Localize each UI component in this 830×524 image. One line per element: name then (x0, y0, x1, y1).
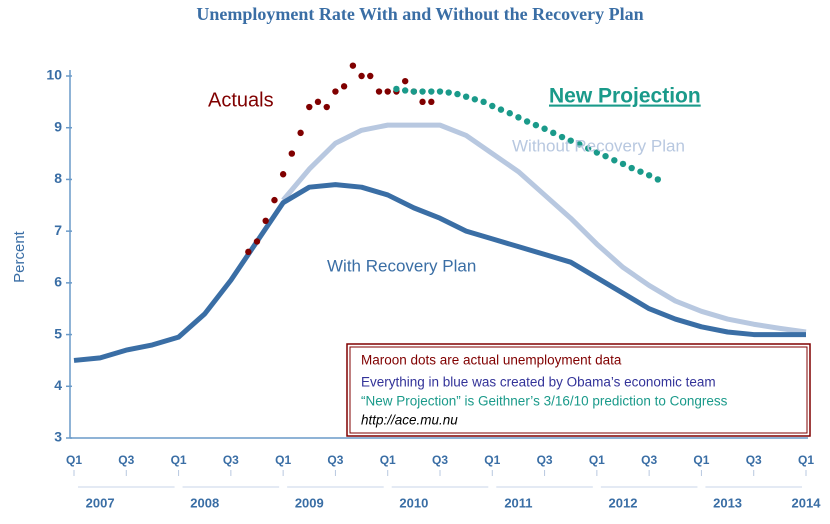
data-dot (253, 238, 261, 245)
data-dot (393, 85, 400, 93)
data-dot (367, 72, 374, 80)
data-dot (288, 150, 296, 157)
x-tick-label: Q3 (746, 453, 762, 467)
year-label: 2014 (792, 495, 822, 510)
y-tick-label: 10 (46, 67, 62, 83)
data-dot (497, 106, 505, 113)
x-tick-label: Q3 (432, 453, 448, 467)
data-dot (271, 196, 278, 204)
data-dot (401, 87, 409, 94)
data-dot (593, 149, 601, 156)
x-tick-label: Q1 (380, 453, 396, 467)
y-tick-label: 3 (54, 429, 62, 445)
x-tick-label: Q3 (641, 453, 657, 467)
x-tick-label: Q1 (589, 453, 605, 467)
x-tick-label: Q1 (798, 453, 814, 467)
data-dot (410, 88, 418, 95)
data-dot (584, 145, 592, 152)
data-dot (471, 96, 479, 103)
data-dot (428, 88, 435, 95)
note-box-inner (349, 346, 808, 434)
year-label: 2008 (190, 495, 219, 510)
data-dot (602, 152, 609, 160)
series-label: New Projection (549, 85, 701, 108)
data-dot (279, 171, 287, 178)
x-tick-label: Q1 (484, 453, 500, 467)
year-label: 2007 (86, 495, 115, 510)
data-dot (654, 176, 662, 183)
y-axis-label: Percent (11, 230, 28, 283)
data-dot (428, 98, 435, 106)
x-tick-label: Q1 (693, 453, 709, 467)
data-dot (558, 133, 566, 141)
data-dot (532, 121, 540, 129)
data-dot (523, 118, 531, 125)
data-dot (576, 141, 583, 148)
data-dot (297, 129, 304, 137)
x-tick-label: Q3 (118, 453, 134, 467)
series-label: Actuals (208, 89, 274, 111)
x-tick-label: Q1 (275, 453, 291, 467)
data-dot (419, 98, 426, 106)
data-dot (401, 77, 409, 85)
data-dot (454, 90, 461, 98)
data-dot (306, 103, 313, 111)
data-dot (506, 110, 513, 117)
x-tick-label: Q1 (171, 453, 187, 467)
data-dot (262, 217, 269, 224)
year-label: 2011 (504, 495, 532, 510)
data-dot (332, 88, 339, 95)
note-line: http://ace.mu.nu (361, 413, 458, 428)
data-dot (384, 88, 391, 95)
data-dot (245, 248, 252, 256)
data-dot (314, 98, 322, 106)
data-dot (567, 137, 574, 144)
year-label: 2012 (609, 495, 638, 510)
series-label: Without Recovery Plan (512, 136, 685, 155)
data-dot (480, 98, 487, 106)
data-dot (445, 89, 452, 96)
data-dot (358, 72, 365, 80)
y-tick-label: 6 (54, 274, 62, 290)
note-box (346, 343, 811, 437)
chart-title: Unemployment Rate With and Without the R… (196, 4, 643, 24)
data-dot (628, 164, 635, 172)
series-line (73, 182, 806, 363)
data-dot (349, 62, 357, 69)
data-dot (619, 160, 627, 168)
data-dot (419, 88, 426, 95)
year-label: 2009 (295, 495, 324, 510)
year-label: 2013 (713, 495, 742, 510)
data-dot (611, 157, 618, 164)
note-line: Everything in blue was created by Obama’… (361, 375, 716, 390)
data-dot (645, 172, 653, 179)
y-tick-label: 4 (54, 377, 62, 393)
note-line: Maroon dots are actual unemployment data (361, 353, 622, 368)
series-line (281, 122, 807, 335)
note-line: “New Projection” is Geithner’s 3/16/10 p… (361, 394, 728, 409)
x-tick-label: Q1 (66, 453, 82, 467)
data-dot (515, 114, 522, 121)
data-dot (323, 103, 330, 111)
x-tick-label: Q3 (537, 453, 553, 467)
data-dot (489, 102, 496, 110)
x-tick-label: Q3 (327, 453, 343, 467)
data-dot (541, 125, 548, 132)
data-dot (637, 168, 644, 175)
series-label: With Recovery Plan (327, 256, 476, 275)
data-dot (340, 83, 348, 90)
data-dot (436, 88, 444, 95)
y-tick-label: 5 (54, 325, 62, 341)
data-dot (550, 129, 557, 137)
data-dot (462, 93, 470, 100)
y-tick-label: 9 (54, 118, 62, 134)
year-label: 2010 (399, 495, 428, 510)
y-tick-label: 8 (54, 170, 62, 186)
x-tick-label: Q3 (223, 453, 239, 467)
data-dot (375, 88, 383, 95)
y-tick-label: 7 (54, 222, 62, 238)
